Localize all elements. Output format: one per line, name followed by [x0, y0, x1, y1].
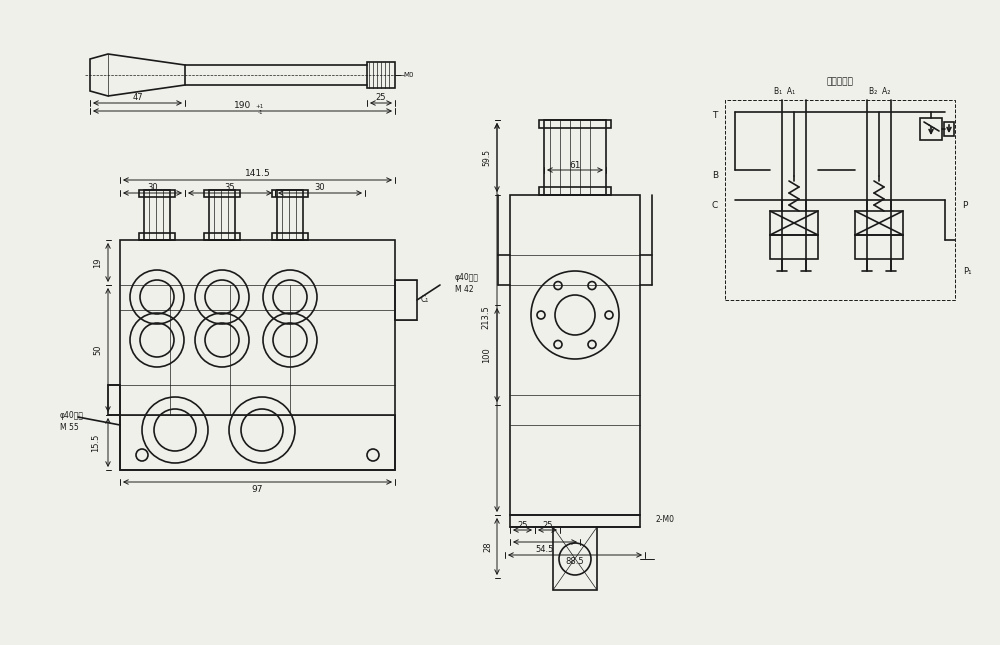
- Text: 61: 61: [569, 161, 581, 170]
- Text: 25: 25: [542, 521, 553, 530]
- Text: 141.5: 141.5: [245, 170, 270, 179]
- Text: 190: 190: [234, 101, 251, 110]
- Bar: [510, 515, 640, 527]
- Bar: [272, 233, 308, 240]
- Bar: [770, 211, 818, 235]
- Bar: [209, 190, 235, 240]
- Text: 97: 97: [252, 484, 263, 493]
- Text: φ40底孔: φ40底孔: [455, 273, 479, 283]
- Text: M0: M0: [403, 72, 414, 78]
- Text: 213.5: 213.5: [482, 306, 490, 330]
- Bar: [855, 211, 903, 235]
- Text: 50: 50: [94, 344, 103, 355]
- Text: 28: 28: [484, 541, 492, 552]
- Bar: [855, 235, 903, 259]
- Bar: [544, 120, 606, 195]
- Text: T: T: [712, 110, 718, 119]
- Text: M 42: M 42: [455, 286, 474, 295]
- Text: 88.5: 88.5: [566, 557, 584, 566]
- Bar: [510, 195, 640, 515]
- Text: B: B: [712, 170, 718, 179]
- Bar: [539, 120, 611, 128]
- Text: P: P: [962, 201, 968, 210]
- Text: 47: 47: [132, 94, 143, 103]
- Bar: [539, 187, 611, 195]
- Text: C₁: C₁: [421, 295, 429, 304]
- Bar: [204, 190, 240, 197]
- Bar: [108, 385, 120, 415]
- Text: 100: 100: [482, 347, 492, 363]
- Text: 35: 35: [225, 183, 235, 192]
- Bar: [553, 527, 597, 590]
- Text: 19: 19: [94, 257, 103, 268]
- Text: 30: 30: [147, 183, 158, 192]
- Text: 2-M0: 2-M0: [656, 515, 675, 524]
- Text: B₁  A₁: B₁ A₁: [774, 88, 796, 97]
- Bar: [144, 190, 170, 240]
- Bar: [120, 240, 395, 470]
- Text: -1: -1: [257, 110, 263, 115]
- Bar: [120, 415, 395, 470]
- Text: M 55: M 55: [60, 422, 79, 432]
- Text: B₂  A₂: B₂ A₂: [869, 88, 891, 97]
- Text: 30: 30: [315, 183, 325, 192]
- Bar: [770, 235, 818, 259]
- Bar: [272, 190, 308, 197]
- Text: C: C: [712, 201, 718, 210]
- Bar: [944, 122, 954, 136]
- Text: 15.5: 15.5: [92, 433, 100, 452]
- Bar: [139, 190, 175, 197]
- Text: 液压原理图: 液压原理图: [827, 77, 853, 86]
- Bar: [204, 233, 240, 240]
- Bar: [395, 280, 417, 320]
- Text: φ40底孔: φ40底孔: [60, 410, 84, 419]
- Text: P₁: P₁: [963, 268, 971, 277]
- Bar: [367, 62, 395, 88]
- Text: +1: +1: [256, 103, 264, 108]
- Text: 59.5: 59.5: [482, 149, 492, 166]
- Text: 54.5: 54.5: [536, 544, 554, 553]
- Bar: [920, 118, 942, 140]
- Text: 25: 25: [376, 94, 386, 103]
- Bar: [277, 190, 303, 240]
- Text: 25: 25: [517, 521, 528, 530]
- Bar: [139, 233, 175, 240]
- Bar: [725, 100, 955, 300]
